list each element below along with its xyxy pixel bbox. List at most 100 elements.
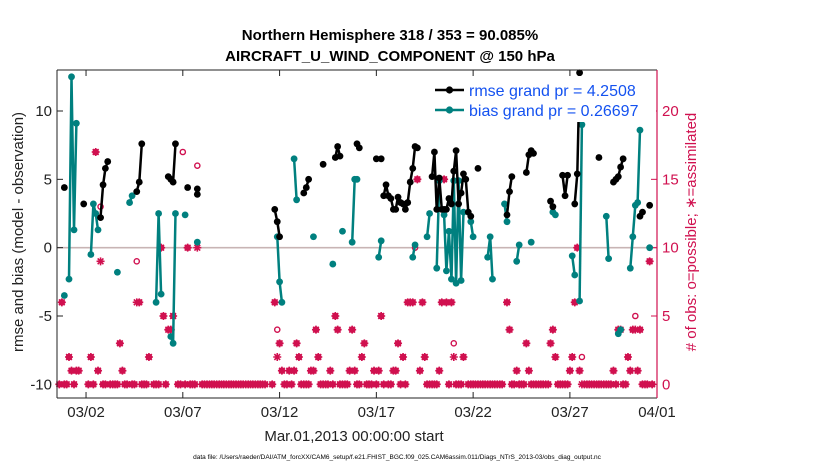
bias-point <box>636 126 644 134</box>
obs-assimilated-star <box>86 353 95 361</box>
obs-assimilated-marker <box>57 298 66 307</box>
obs-assimilated-marker <box>519 380 528 389</box>
bias-point <box>629 233 637 241</box>
obs-assimilated-star <box>285 366 294 375</box>
bias-point <box>113 268 121 276</box>
obs-assimilated-marker <box>311 325 320 334</box>
obs-assimilated-marker <box>144 353 153 361</box>
obs-assimilated-marker <box>70 380 79 389</box>
obs-assimilated-marker <box>623 353 632 361</box>
rmse-point <box>443 206 450 213</box>
obs-assimilated-marker <box>611 380 620 389</box>
y-tick-label-right: 0 <box>662 376 670 393</box>
bias-point <box>293 196 301 204</box>
y-tick-label-left: -5 <box>39 308 52 325</box>
y-tick-label-left: 10 <box>35 103 52 120</box>
obs-assimilated-star <box>292 339 301 348</box>
rmse-point <box>406 178 414 186</box>
obs-assimilated-star <box>65 353 73 361</box>
obs-assimilated-marker <box>563 380 572 389</box>
obs-assimilated-star <box>444 380 453 389</box>
rmse-point <box>571 200 579 208</box>
bias-line <box>578 124 584 302</box>
bias-point <box>89 200 97 208</box>
bias-point <box>155 210 163 217</box>
obs-assimilated-star <box>84 380 93 389</box>
obs-assimilated-star <box>311 325 320 334</box>
obs-assimilated-marker <box>440 175 449 184</box>
obs-assimilated-marker <box>510 380 519 389</box>
y-tick-label-right: 15 <box>662 171 679 188</box>
rmse-point <box>561 192 569 200</box>
bias-point <box>278 298 286 306</box>
bias-point <box>375 253 383 261</box>
obs-assimilated-star <box>408 298 417 307</box>
rmse-point <box>276 233 283 241</box>
obs-assimilated-marker <box>273 353 282 361</box>
x-tick-label: 03/27 <box>551 404 589 421</box>
bias-point <box>70 226 78 234</box>
bias-point <box>353 175 361 183</box>
obs-assimilated-star <box>74 366 83 375</box>
bias-point <box>423 233 431 241</box>
obs-assimilated-marker <box>287 380 296 389</box>
obs-assimilated-star <box>357 353 366 361</box>
rmse-point <box>172 140 179 148</box>
rmse-point <box>462 175 470 183</box>
bias-point <box>440 211 448 219</box>
obs-possible-marker <box>450 340 458 347</box>
obs-assimilated-marker <box>67 366 76 375</box>
obs-assimilated-marker <box>418 298 427 307</box>
obs-assimilated-marker <box>432 380 441 389</box>
obs-assimilated-star <box>144 353 153 361</box>
obs-assimilated-star <box>626 366 635 375</box>
obs-assimilated-marker <box>101 380 110 389</box>
rmse-point <box>387 195 395 202</box>
obs-assimilated-marker <box>159 312 168 320</box>
rmse-point <box>382 181 390 189</box>
obs-assimilated-star <box>512 366 521 375</box>
rmse-point <box>595 154 603 161</box>
bias-point <box>276 278 283 286</box>
x-tick-label: 03/22 <box>454 404 492 421</box>
obs-assimilated-marker <box>91 148 100 156</box>
obs-assimilated-star <box>420 353 429 361</box>
obs-assimilated-star <box>309 366 318 375</box>
bias-point <box>527 238 535 246</box>
bias-point <box>571 271 579 279</box>
rmse-point <box>474 165 482 172</box>
obs-assimilated-star <box>314 353 323 361</box>
obs-assimilated-marker <box>408 298 417 307</box>
obs-assimilated-marker <box>118 366 127 375</box>
bias-point <box>513 257 521 265</box>
rmse-point <box>564 171 571 179</box>
obs-assimilated-star <box>611 380 620 389</box>
obs-assimilated-marker <box>498 380 507 389</box>
obs-assimilated-star <box>161 380 170 389</box>
rmse-line <box>99 161 109 218</box>
y-tick-label-right: 10 <box>662 240 679 257</box>
obs-assimilated-star <box>101 380 110 389</box>
obs-assimilated-marker <box>142 380 151 389</box>
obs-assimilated-marker <box>331 312 340 320</box>
obs-possible-marker <box>632 312 639 320</box>
rmse-point <box>559 171 566 179</box>
rmse-point <box>80 200 88 208</box>
obs-assimilated-marker <box>360 339 369 348</box>
obs-assimilated-star <box>113 380 122 389</box>
obs-possible-marker <box>578 353 586 361</box>
obs-assimilated-marker <box>522 339 531 348</box>
bias-point <box>515 241 523 249</box>
obs-assimilated-marker <box>348 325 357 334</box>
bias-point <box>92 210 100 217</box>
obs-assimilated-star <box>70 380 79 389</box>
bias-point <box>193 238 201 246</box>
obs-assimilated-marker <box>290 366 299 375</box>
rmse-point <box>404 199 412 206</box>
rmse-point <box>60 184 68 191</box>
obs-assimilated-star <box>157 243 166 252</box>
bias-point <box>169 339 177 347</box>
obs-assimilated-marker <box>343 380 352 389</box>
obs-assimilated-marker <box>89 380 98 389</box>
obs-assimilated-marker <box>115 339 124 348</box>
